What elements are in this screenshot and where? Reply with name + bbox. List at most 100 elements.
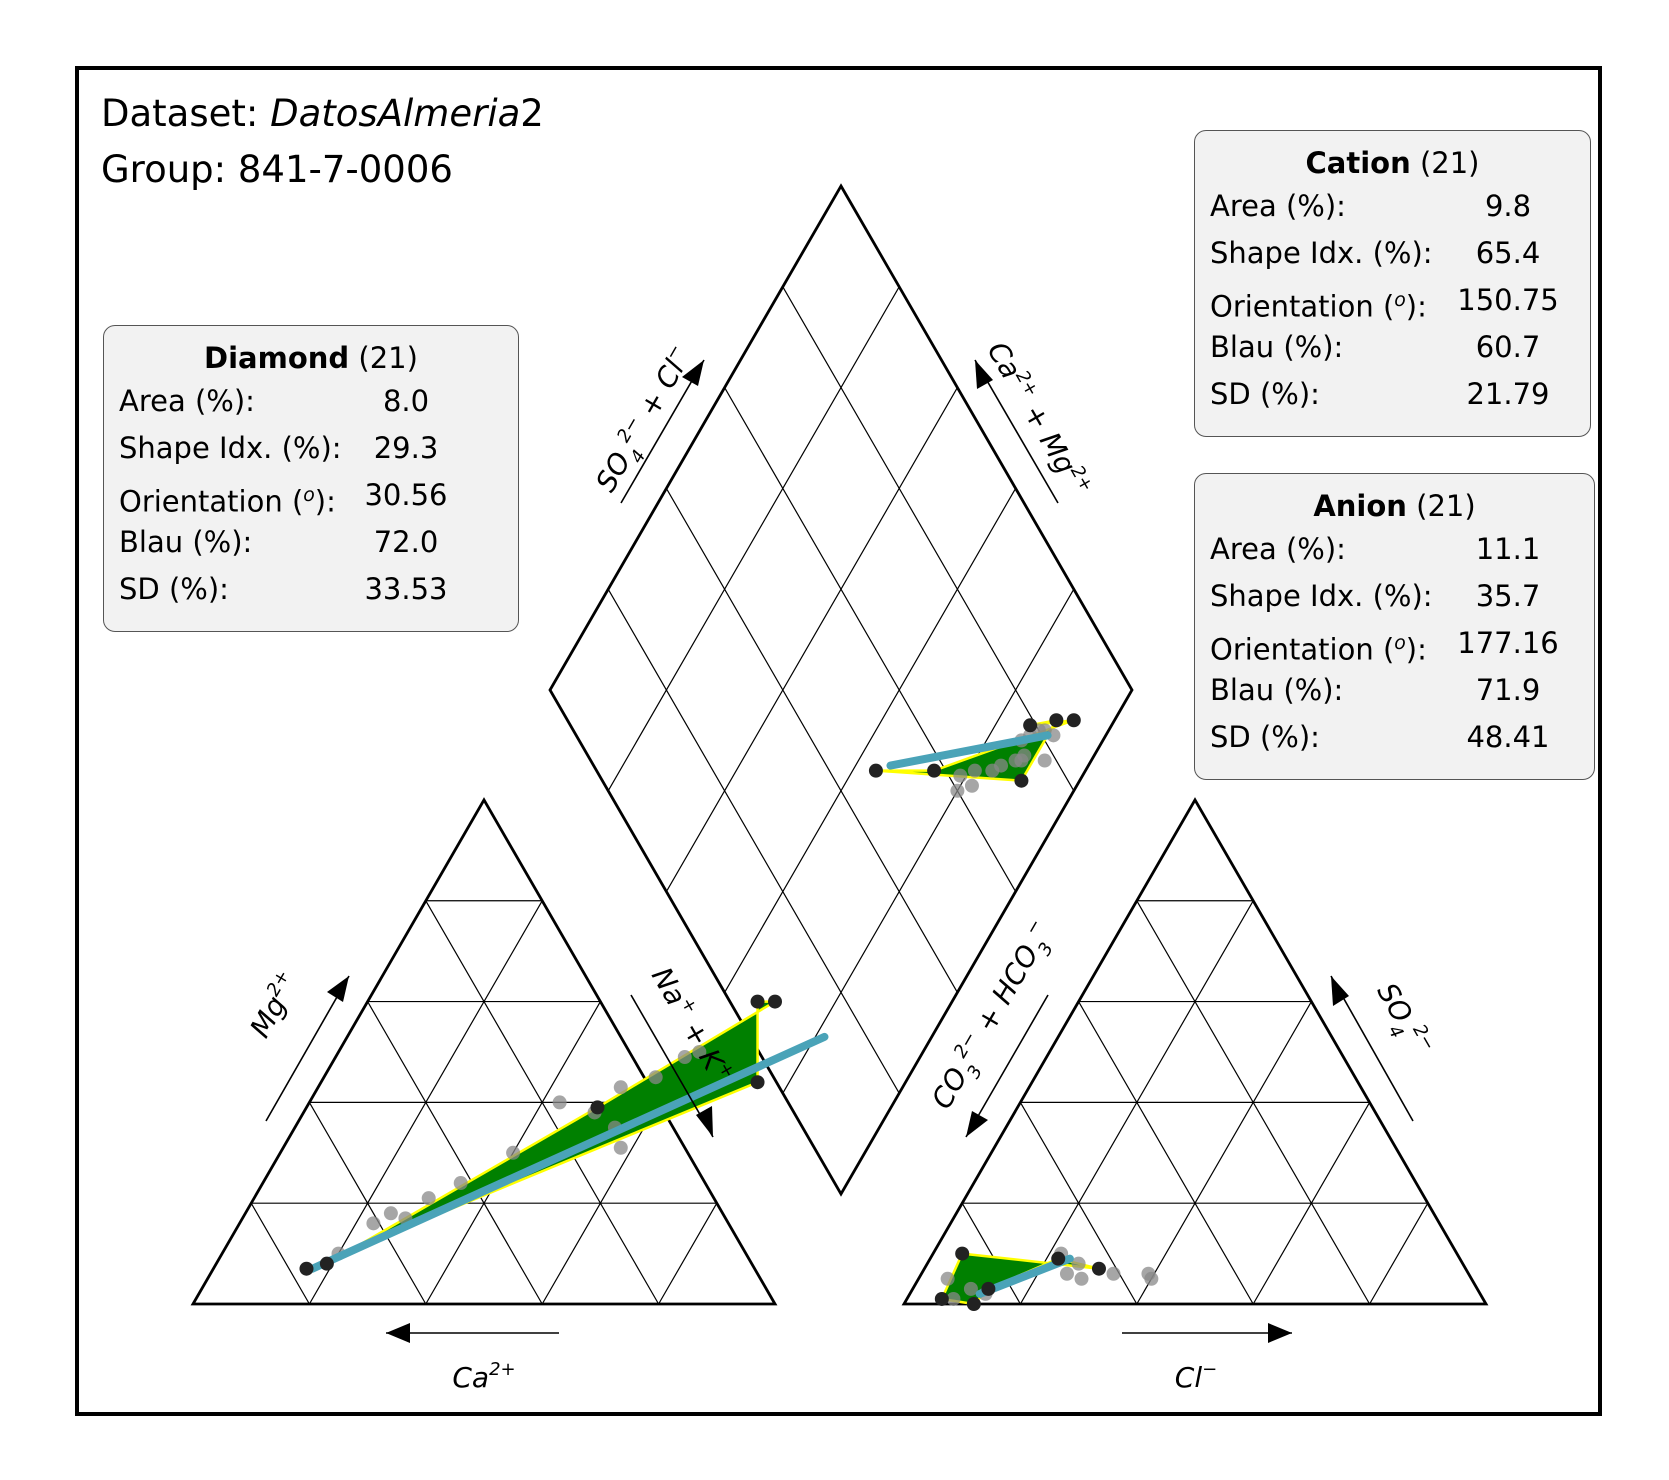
grid-line (607, 286, 900, 792)
group-title: Group: 841-7-0006 (101, 148, 453, 191)
stats-row: Shape Idx. (%): 35.7 (1210, 579, 1541, 613)
diamond-outline (548, 183, 1134, 1197)
stats-row: Shape Idx. (%): 65.4 (1210, 236, 1541, 270)
sample-point (1106, 1266, 1121, 1281)
stats-row: Orientation (o): 150.75 (1195, 277, 1590, 324)
orientation-label: Orientation (o): (1210, 289, 1427, 324)
diamond-right-axis-label: Ca2+ + Mg2+ (981, 335, 1098, 502)
cation-bottom-axis-label: Ca2+ (452, 1359, 515, 1394)
stats-row: SD (%): 48.41 (1210, 720, 1550, 754)
sample-point (677, 1050, 692, 1065)
grid-line (724, 387, 1017, 892)
stats-row: SD (%): 21.79 (1210, 377, 1550, 411)
hull-point (966, 1297, 981, 1311)
hull-point (868, 763, 883, 778)
stats-row: Shape Idx. (%): 29.3 (119, 431, 439, 465)
sample-point (985, 763, 1000, 778)
grid-line (782, 588, 1075, 1094)
stats-row: Blau (%): 72.0 (119, 525, 439, 559)
hull-point (981, 1281, 996, 1296)
sample-point (613, 1140, 628, 1155)
hull-point (768, 994, 782, 1009)
hull-point (319, 1256, 334, 1271)
grid-line (782, 286, 1075, 792)
stats-row: Orientation (o): 177.16 (1195, 620, 1594, 667)
anion-stats-box: Anion (21) Area (%): 11.1 Shape Idx. (%):… (1194, 473, 1595, 780)
sample-point (1046, 728, 1061, 743)
sample-point (552, 1095, 567, 1110)
grid-line (1078, 1001, 1254, 1305)
sample-point (1071, 1256, 1086, 1271)
hull-point (1051, 1251, 1066, 1266)
sample-point (1037, 753, 1052, 768)
grid-line (425, 900, 660, 1305)
sample-point (946, 1291, 961, 1306)
data-layer (299, 713, 1159, 1311)
cation-triangle-series (299, 994, 829, 1276)
sample-point (648, 1070, 663, 1085)
orientation-label: Orientation (o): (119, 484, 336, 519)
grid-line (1369, 1202, 1429, 1305)
sample-point (366, 1216, 381, 1231)
stats-row: Blau (%): 60.7 (1210, 330, 1541, 364)
sample-point (383, 1206, 398, 1221)
grid-line (1136, 900, 1371, 1305)
anion-triangle-outline (901, 797, 1489, 1306)
grid-line (961, 1202, 1021, 1305)
grid-line (724, 488, 1017, 993)
hull-point (955, 1246, 970, 1261)
plot-outlines (190, 183, 1489, 1306)
sample-point (967, 763, 982, 778)
diamond-stats-box: Diamond (21) Area (%): 8.0 Shape Idx. (%)… (103, 325, 519, 632)
hull-point (1014, 773, 1029, 788)
cation-triangle-outline (190, 797, 778, 1306)
hull-point (1049, 713, 1064, 728)
dataset-title: Dataset: DatosAlmeria2 (101, 92, 544, 135)
stats-row: Area (%): 9.8 (1210, 189, 1532, 223)
hull-point (1023, 718, 1038, 733)
grid-line (367, 1001, 543, 1305)
stats-row: Orientation (o): 30.56 (104, 472, 518, 519)
sample-point (950, 783, 965, 798)
grid-line (250, 1202, 310, 1305)
orientation-label: Orientation (o): (1210, 632, 1427, 667)
hull-point (1091, 1261, 1106, 1276)
trend-line (308, 1032, 829, 1273)
hull-point (590, 1100, 605, 1115)
sample-point (453, 1176, 468, 1191)
stats-row: Blau (%): 71.9 (1210, 673, 1541, 707)
sample-point (613, 1080, 628, 1095)
anion-triangle-series (934, 1246, 1159, 1311)
stats-row: Area (%): 8.0 (119, 384, 430, 418)
sample-point (1141, 1266, 1156, 1281)
sample-point (1017, 748, 1032, 763)
stats-title: Diamond (21) (204, 341, 418, 375)
hull-point (299, 1261, 314, 1276)
stats-row: Area (%): 11.1 (1210, 532, 1541, 566)
grid-lines (250, 286, 1429, 1305)
hull-point (934, 1291, 949, 1306)
diamond-series (868, 713, 1081, 798)
sample-point (963, 1281, 978, 1296)
sample-point (421, 1191, 436, 1206)
grid-line (658, 1202, 718, 1305)
figure-frame (75, 66, 1602, 1416)
hull-point (1066, 713, 1081, 728)
sample-point (953, 768, 968, 783)
axis-arrows (265, 359, 1414, 1343)
sample-point (940, 1271, 955, 1286)
hull-point (750, 994, 765, 1009)
hull-point (927, 763, 942, 778)
anion-right-axis-label: SO42− (1364, 976, 1440, 1065)
grid-line (1136, 1001, 1312, 1305)
stats-title: Cation (21) (1305, 146, 1480, 180)
grid-line (665, 488, 958, 993)
grid-line (665, 387, 958, 892)
stats-title: Anion (21) (1313, 489, 1476, 523)
hull-point (750, 1075, 765, 1090)
cation-left-axis-label: Mg2+ (242, 966, 307, 1043)
anion-bottom-axis-label: Cl− (1175, 1359, 1217, 1394)
sample-point (692, 1044, 707, 1059)
grid-line (607, 588, 900, 1094)
